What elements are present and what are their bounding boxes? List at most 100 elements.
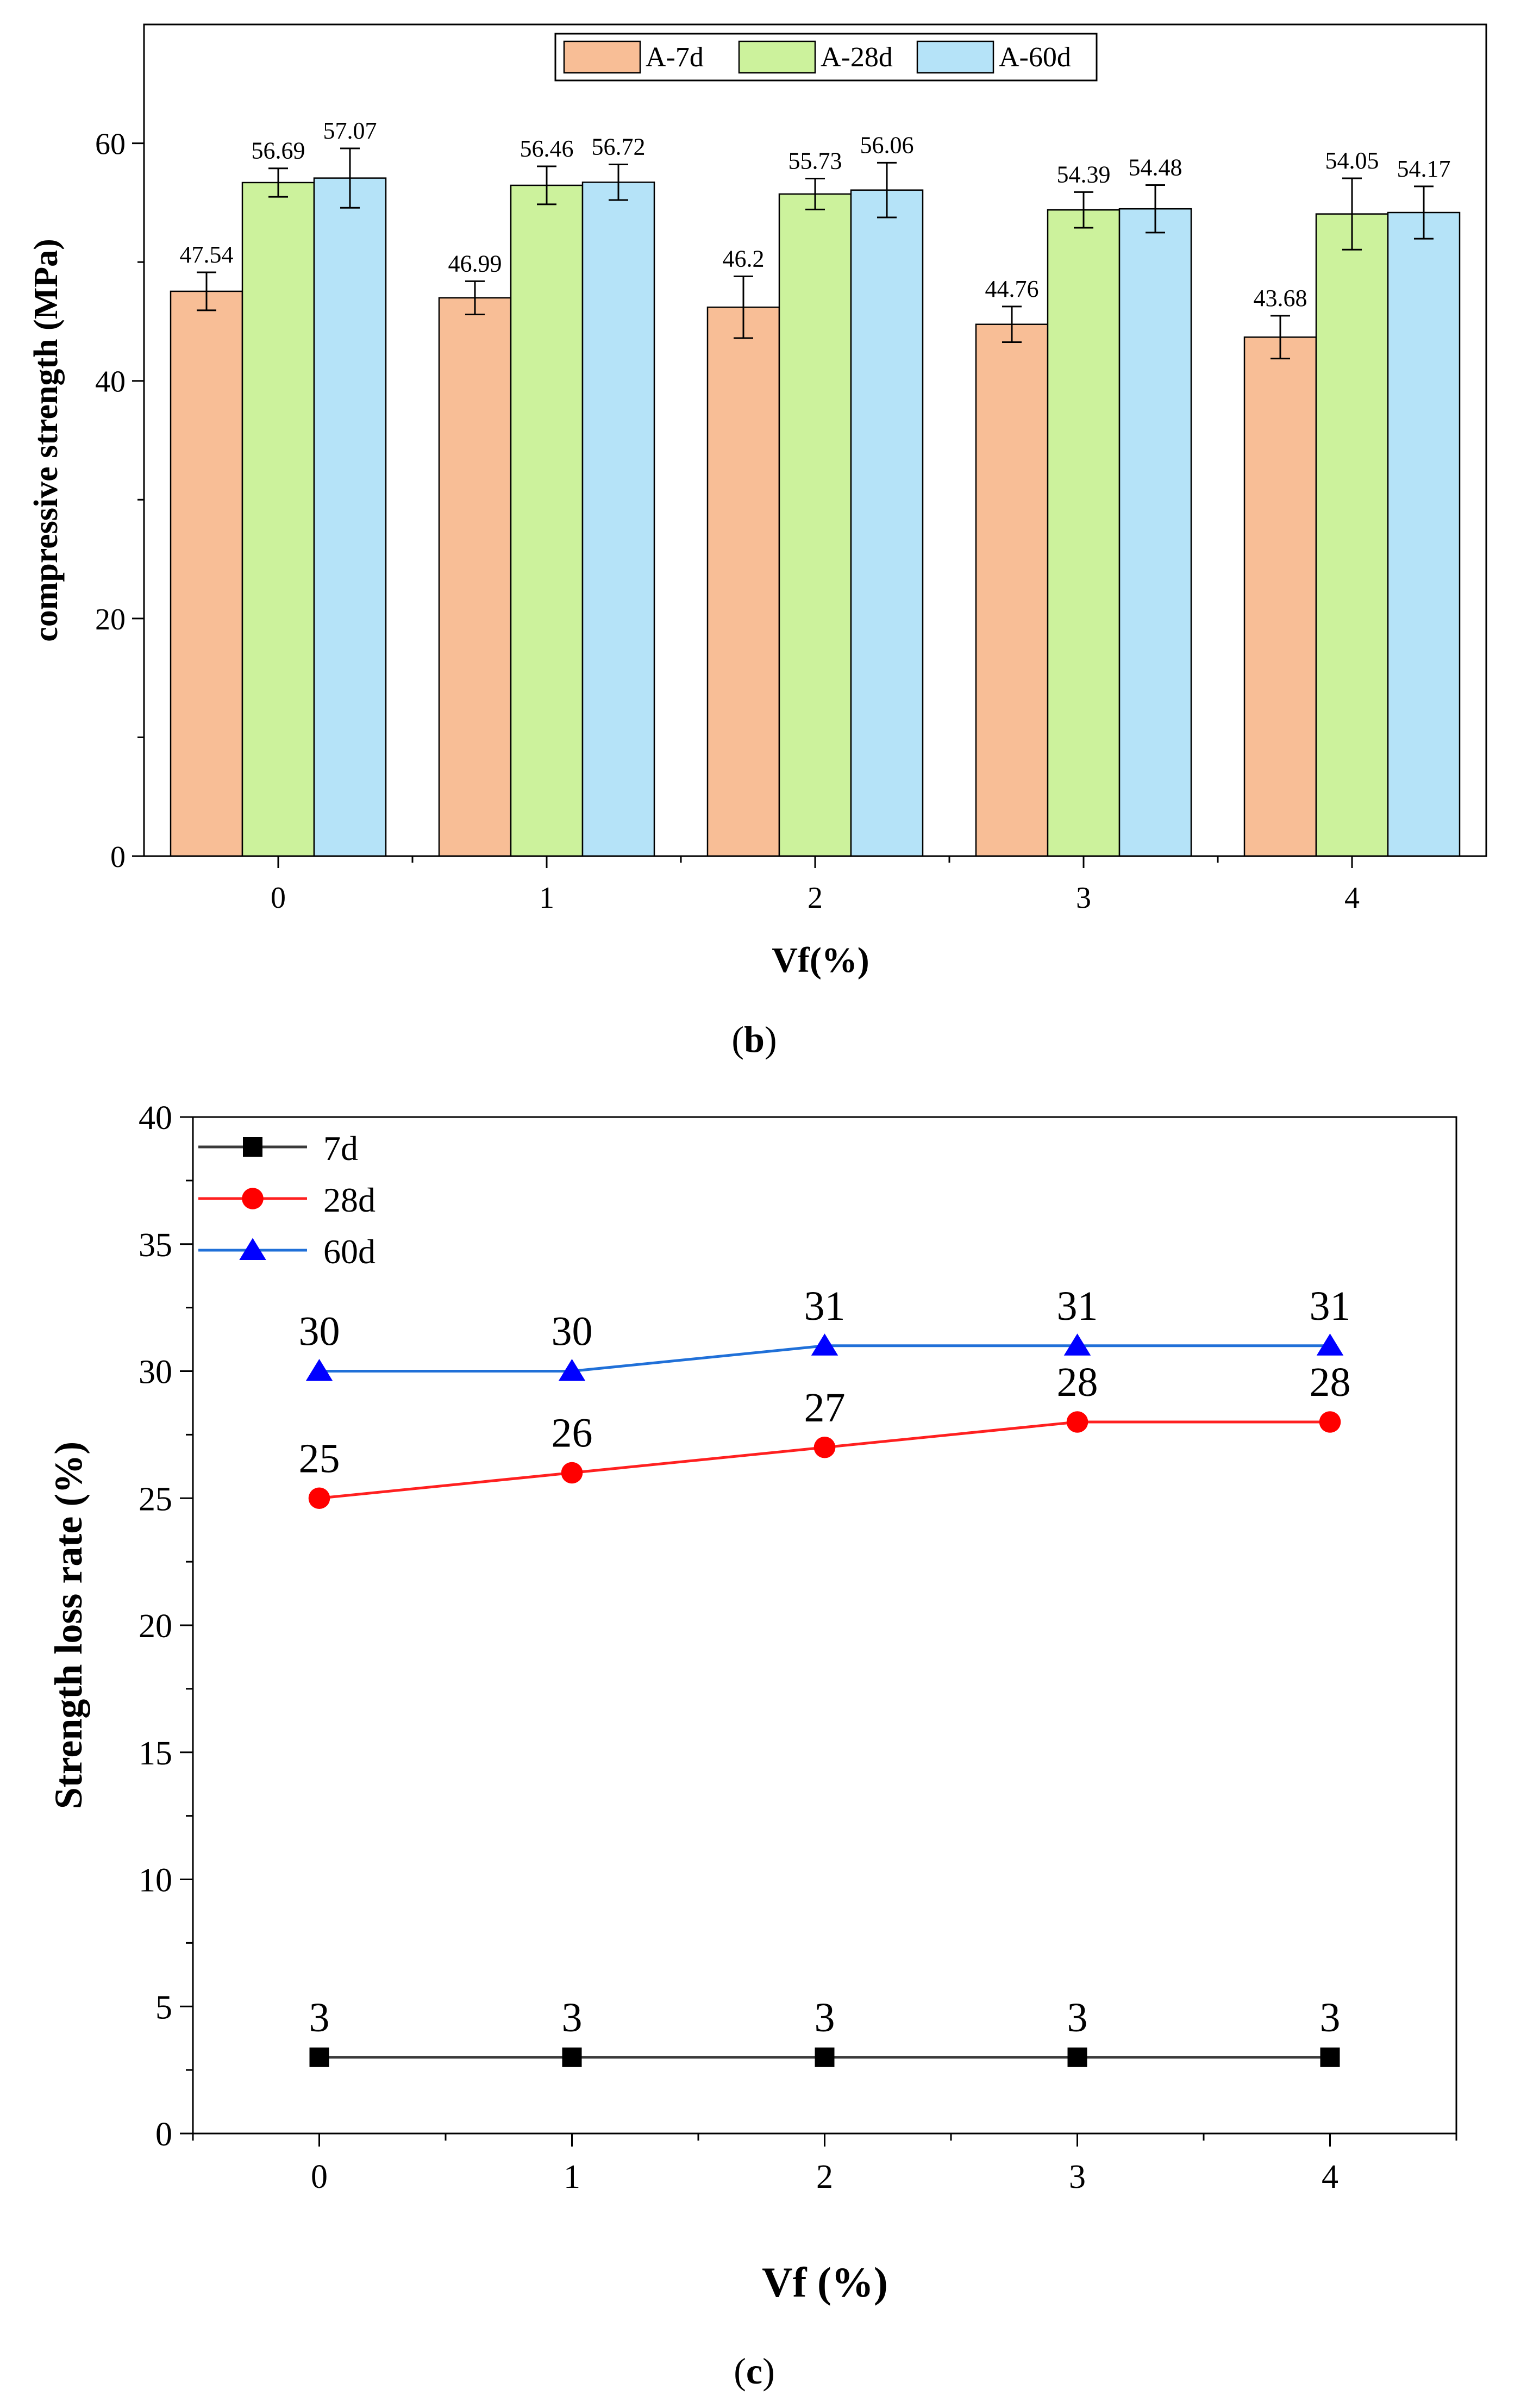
data-point-7d xyxy=(562,2047,582,2067)
bar-a-60d-3 xyxy=(1118,208,1192,857)
legend-label-60d: 60d xyxy=(323,1232,376,1271)
point-value-label: 3 xyxy=(1320,1995,1341,2041)
bar-y-tick-label: 0 xyxy=(110,840,126,874)
bar-value-label: 57.07 xyxy=(323,117,377,144)
line-x-tick-label: 0 xyxy=(311,2159,328,2195)
data-point-60d xyxy=(1316,1333,1344,1356)
bar-a-60d-4 xyxy=(1387,211,1461,857)
legend-marker-60d xyxy=(239,1238,266,1260)
line-x-tick-label: 1 xyxy=(564,2159,580,2195)
legend-label-a-28d: A-28d xyxy=(821,42,893,73)
point-value-label: 3 xyxy=(562,1995,583,2041)
point-value-label: 31 xyxy=(1057,1283,1098,1329)
point-value-label: 28 xyxy=(1310,1359,1351,1405)
line-y-tick-label: 20 xyxy=(139,1608,172,1645)
bar-a-7d-0 xyxy=(170,290,243,857)
bar-a-7d-4 xyxy=(1243,336,1317,857)
bar-y-tick-label: 40 xyxy=(95,365,126,399)
data-point-28d xyxy=(813,1436,836,1458)
bar-value-label: 55.73 xyxy=(788,147,842,174)
line-y-tick-label: 30 xyxy=(139,1354,172,1391)
bar-x-tick-label: 1 xyxy=(539,881,554,915)
data-point-7d xyxy=(815,2047,835,2067)
line-x-tick-group: 0 1 2 3 4 xyxy=(192,2133,1457,2195)
point-value-label: 25 xyxy=(299,1436,340,1481)
bar-x-axis-title: Vf(%) xyxy=(772,940,869,980)
data-point-28d xyxy=(561,1462,583,1484)
point-value-label: 3 xyxy=(815,1995,835,2041)
bar-y-axis-title: compressive strength (MPa) xyxy=(28,239,65,642)
data-point-60d xyxy=(305,1359,333,1381)
legend-swatch-a-60d xyxy=(916,40,994,74)
legend-label-28d: 28d xyxy=(323,1181,376,1219)
bar-a-28d-2 xyxy=(778,193,852,857)
bar-a-60d-0 xyxy=(313,177,387,857)
bar-y-tick-label: 60 xyxy=(95,128,126,161)
data-point-7d xyxy=(309,2047,329,2067)
legend-label-a-7d: A-7d xyxy=(646,42,704,73)
bar-x-tick-label: 0 xyxy=(271,881,286,915)
legend-swatch-a-7d xyxy=(563,40,641,74)
line-y-tick-group: 0 5 10 15 20 25 30 35 40 xyxy=(139,1100,193,2153)
point-value-label: 28 xyxy=(1057,1359,1098,1405)
panel-b-caption: (b) xyxy=(731,1019,777,1060)
bar-x-tick-group: 0 1 2 3 4 xyxy=(271,856,1360,915)
legend-marker-28d xyxy=(242,1188,264,1209)
bar-value-label: 44.76 xyxy=(985,276,1039,302)
point-value-label: 3 xyxy=(1067,1995,1088,2041)
line-x-tick-label: 2 xyxy=(816,2159,833,2195)
line-x-tick-label: 4 xyxy=(1322,2159,1338,2195)
bar-value-label: 56.72 xyxy=(592,133,646,160)
line-y-tick-label: 40 xyxy=(139,1100,172,1137)
data-point-28d xyxy=(308,1487,330,1509)
line-y-tick-label: 10 xyxy=(139,1862,172,1899)
point-value-label: 26 xyxy=(552,1411,593,1456)
bar-a-28d-1 xyxy=(510,184,584,857)
point-value-label: 31 xyxy=(1310,1283,1351,1329)
line-legend: 7d 28d 60d xyxy=(198,1129,376,1271)
error-bar-group xyxy=(197,147,1434,360)
bar-legend: A-7d A-28d A-60d xyxy=(554,33,1098,82)
bar-value-label: 54.48 xyxy=(1129,154,1182,181)
bar-value-label: 46.2 xyxy=(723,245,765,272)
bar-a-7d-1 xyxy=(438,297,512,857)
bar-value-label: 54.39 xyxy=(1057,161,1111,188)
bar-a-60d-2 xyxy=(850,189,924,857)
bar-a-28d-4 xyxy=(1315,213,1389,857)
line-y-tick-label: 5 xyxy=(155,1989,172,2026)
bar-x-tick-label: 4 xyxy=(1344,881,1360,915)
bar-value-label-group: 47.54 46.99 46.2 44.76 43.68 56.69 56.46 55.73 5… xyxy=(180,117,1451,311)
bar-x-tick-label: 2 xyxy=(808,881,823,915)
bar-value-label: 54.17 xyxy=(1397,155,1451,182)
bar-a-7d-3 xyxy=(975,323,1049,857)
line-y-tick-label: 0 xyxy=(155,2116,172,2153)
panel-c-caption: (c) xyxy=(734,2350,775,2392)
bar-a-28d-0 xyxy=(241,182,315,857)
line-y-tick-label: 35 xyxy=(139,1227,172,1264)
data-point-28d xyxy=(1319,1411,1341,1433)
bar-a-28d-3 xyxy=(1047,209,1121,857)
data-point-60d xyxy=(1063,1333,1091,1356)
line-x-axis-title: Vf (%) xyxy=(762,2259,888,2306)
data-point-60d xyxy=(558,1359,586,1381)
point-value-label: 30 xyxy=(552,1309,593,1355)
bar-value-label: 43.68 xyxy=(1254,285,1307,311)
bar-value-label: 54.05 xyxy=(1325,147,1379,174)
line-chart-panel: 0 5 10 15 20 25 30 35 40 0 1 2 3 4 3 3 3 3 3 25 26 27 28 28 30… xyxy=(47,1100,1457,2392)
bar-x-tick-label: 3 xyxy=(1076,881,1091,915)
legend-marker-7d xyxy=(243,1137,262,1157)
legend-label-7d: 7d xyxy=(323,1129,358,1168)
legend-swatch-a-28d xyxy=(738,40,816,74)
legend-label-a-60d: A-60d xyxy=(999,42,1071,73)
bar-y-tick-label: 20 xyxy=(95,603,126,637)
data-point-7d xyxy=(1320,2047,1340,2067)
bar-value-label: 56.46 xyxy=(520,135,574,162)
bar-y-tick-group: 0 20 40 60 xyxy=(95,128,144,874)
data-point-7d xyxy=(1067,2047,1087,2067)
point-value-label: 30 xyxy=(299,1309,340,1355)
line-marker-group xyxy=(305,1333,1344,2067)
bar-series-group xyxy=(170,177,1461,857)
line-y-tick-label: 25 xyxy=(139,1481,172,1518)
bar-a-7d-2 xyxy=(706,306,780,857)
